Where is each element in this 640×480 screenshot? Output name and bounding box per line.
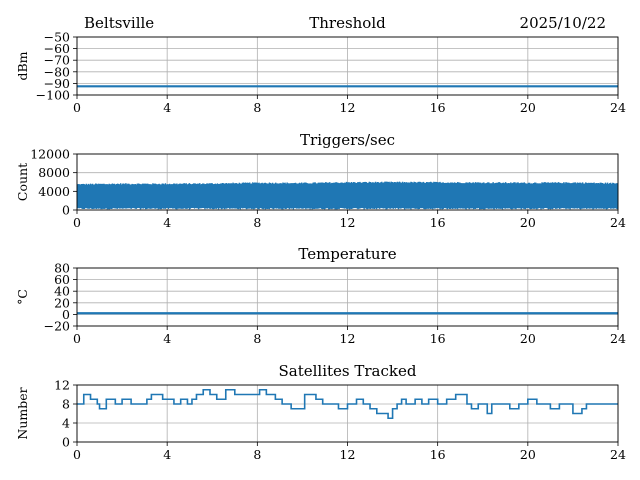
x-tick-label: 24 (610, 215, 626, 230)
x-tick-label: 0 (73, 447, 81, 462)
y-tick-label: 8000 (38, 165, 70, 180)
y-axis-label: Count (15, 163, 30, 201)
x-tick-label: 24 (610, 331, 626, 346)
x-tick-label: 20 (520, 331, 536, 346)
x-tick-label: 4 (163, 215, 171, 230)
x-tick-label: 16 (430, 215, 446, 230)
chart-panel-2: 0 4 8 12 16 20 24 0 4000 8000 12000 Triggers/sec Cou… (15, 131, 626, 230)
y-tick-label: −90 (44, 76, 70, 91)
date-label: 2025/10/22 (520, 14, 606, 32)
x-tick-label: 8 (253, 215, 261, 230)
chart-title: Triggers/sec (300, 131, 395, 149)
series-line-1 (77, 388, 618, 420)
y-tick-label: 80 (54, 261, 70, 276)
y-tick-label: 12000 (30, 147, 70, 162)
x-tick-label: 4 (163, 331, 171, 346)
x-tick-label: 12 (340, 447, 356, 462)
y-tick-label: −20 (44, 319, 70, 334)
y-tick-label: 60 (54, 272, 70, 287)
x-tick-label: 24 (610, 447, 626, 462)
y-tick-label: 8 (62, 397, 70, 412)
y-tick-label: 4000 (38, 184, 70, 199)
chart-panel-4: 0 4 8 12 16 20 24 0 4 8 12 Satellites Tracked Number (15, 362, 626, 462)
x-tick-label: 0 (73, 215, 81, 230)
x-tick-label: 0 (73, 100, 81, 115)
x-tick-label: 12 (340, 215, 356, 230)
x-tick-label: 4 (163, 447, 171, 462)
x-tick-label: 8 (253, 447, 261, 462)
x-tick-label: 4 (163, 100, 171, 115)
chart-panel-1: 0 4 8 12 16 20 24 −100−90−80−70−60−50 Threshold d… (15, 14, 626, 115)
y-tick-label: 0 (62, 435, 70, 450)
y-tick-label: −60 (44, 41, 70, 56)
x-tick-label: 12 (340, 331, 356, 346)
x-tick-label: 20 (520, 447, 536, 462)
x-tick-label: 24 (610, 100, 626, 115)
location-label: Beltsville (84, 14, 154, 32)
y-axis-label: dBm (15, 51, 30, 80)
y-tick-label: −70 (44, 53, 70, 68)
x-tick-label: 12 (340, 100, 356, 115)
y-tick-label: −50 (44, 30, 70, 45)
series-area-1 (77, 182, 618, 208)
chart-title: Threshold (309, 14, 386, 32)
x-tick-label: 20 (520, 215, 536, 230)
panels: 0 4 8 12 16 20 24 −100−90−80−70−60−50 Threshold d… (15, 14, 626, 462)
y-tick-label: 0 (62, 307, 70, 322)
y-tick-label: 40 (54, 284, 70, 299)
y-axis-label: °C (15, 289, 30, 305)
y-tick-label: −80 (44, 64, 70, 79)
x-tick-label: 20 (520, 100, 536, 115)
x-tick-label: 0 (73, 331, 81, 346)
x-tick-label: 16 (430, 447, 446, 462)
plot-area (77, 388, 618, 420)
x-tick-label: 8 (253, 100, 261, 115)
y-tick-label: 0 (62, 203, 70, 218)
y-tick-label: −100 (36, 88, 70, 103)
plot-area (77, 181, 618, 210)
y-tick-label: 20 (54, 295, 70, 310)
chart-title: Satellites Tracked (279, 362, 417, 380)
chart-title: Temperature (298, 245, 396, 263)
y-axis-label: Number (15, 387, 30, 439)
x-tick-label: 16 (430, 331, 446, 346)
x-tick-label: 8 (253, 331, 261, 346)
y-tick-label: 12 (54, 378, 70, 393)
y-tick-label: 4 (62, 416, 70, 431)
x-tick-label: 16 (430, 100, 446, 115)
